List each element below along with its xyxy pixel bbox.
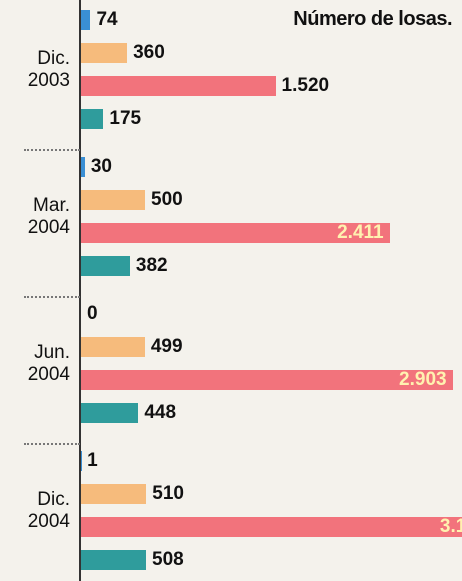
separator: [24, 149, 80, 151]
category-label: Dic. 2004: [27, 488, 70, 532]
bar: [81, 109, 104, 129]
bar: [81, 370, 453, 390]
value-label: 499: [150, 336, 183, 357]
bar: [81, 43, 128, 63]
value-label: 448: [144, 402, 177, 423]
value-label: 360: [133, 42, 165, 63]
value-label: 508: [152, 549, 184, 570]
value-label: 3.14: [439, 516, 462, 537]
bar: [81, 157, 85, 177]
bar: [81, 223, 390, 243]
bar: [81, 256, 130, 276]
category-label: Jun. 2004: [27, 341, 70, 385]
value-label: 30: [90, 156, 112, 177]
category-label: Dic. 2003: [27, 47, 70, 91]
bar: [81, 403, 139, 423]
axis-line: [79, 0, 81, 581]
chart-title: Número de losas.: [293, 8, 452, 30]
bar: [81, 484, 147, 504]
value-label: 74: [96, 9, 118, 30]
bar: [81, 10, 91, 30]
bar: [81, 337, 145, 357]
value-label: 1.520: [281, 75, 330, 96]
value-label: 510: [152, 483, 184, 504]
bar: [81, 550, 147, 570]
separator: [24, 443, 80, 445]
value-label: 382: [135, 255, 168, 276]
separator: [24, 296, 80, 298]
value-label: 1: [87, 450, 98, 471]
bar: [81, 517, 462, 537]
value-label: 500: [151, 189, 183, 210]
bar: [81, 190, 145, 210]
bar: [81, 76, 276, 96]
value-label: 0: [87, 303, 98, 324]
category-label: Mar. 2004: [27, 194, 70, 238]
value-label: 2.903: [399, 369, 447, 390]
value-label: 175: [109, 108, 142, 129]
value-label: 2.411: [337, 222, 384, 243]
